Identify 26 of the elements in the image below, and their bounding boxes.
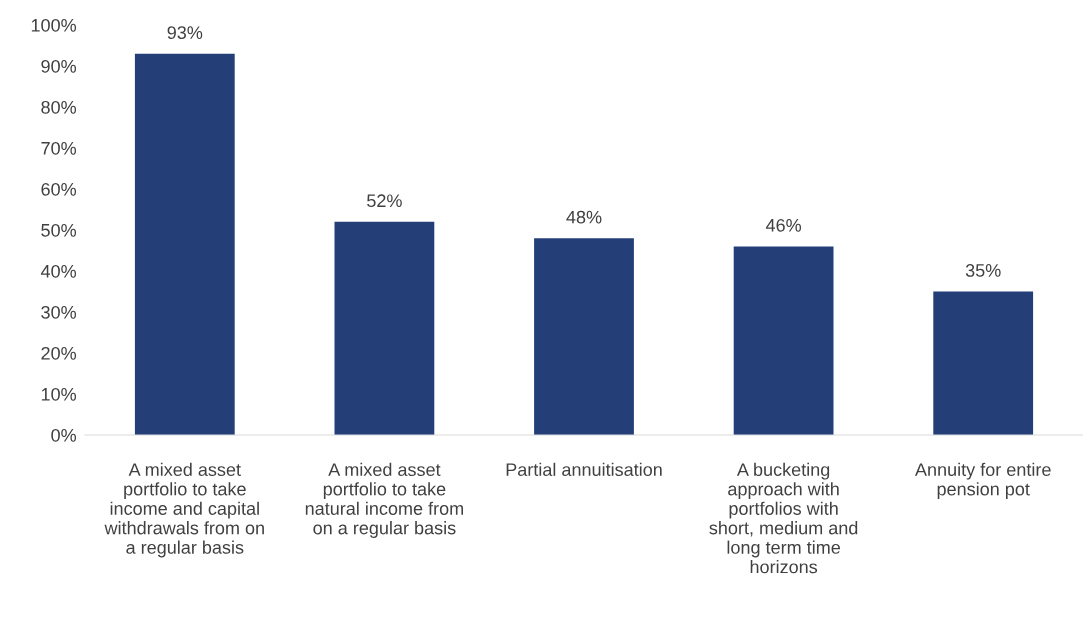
data-label: 93% [167, 26, 203, 40]
y-tick-label: 70% [41, 141, 77, 155]
y-tick-label: 20% [41, 346, 77, 360]
y-tick-label: 40% [40, 264, 77, 278]
bar [733, 246, 834, 435]
bar [534, 238, 634, 435]
data-label: 48% [566, 210, 602, 224]
y-tick-label: 0% [51, 428, 77, 442]
bar [933, 291, 1034, 435]
y-tick-label: 10% [41, 387, 77, 401]
x-tick-label: Annuity for entire pension pot [915, 462, 1051, 500]
y-tick-label: 100% [31, 18, 77, 32]
y-tick-label: 50% [41, 223, 77, 237]
x-tick-label: A mixed asset portfolio to take income and capital withdrawals from on a regular basis [104, 462, 264, 558]
x-tick-label: Partial annuitisation [506, 462, 662, 477]
bar [334, 221, 435, 435]
y-tick-label: 80% [41, 100, 77, 114]
y-tick-label: 30% [41, 305, 77, 319]
data-label: 46% [765, 218, 802, 232]
y-tick-label: 90% [41, 59, 77, 73]
x-tick-label: A mixed asset portfolio to take natural income from on a regular basis [305, 462, 463, 538]
data-label: 52% [367, 194, 402, 208]
x-tick-label: A bucketing approach with portfolios with short, medium and long term time horizons [709, 462, 858, 574]
data-label: 35% [965, 264, 1001, 277]
y-tick-label: 60% [41, 182, 77, 196]
bar [134, 53, 235, 435]
